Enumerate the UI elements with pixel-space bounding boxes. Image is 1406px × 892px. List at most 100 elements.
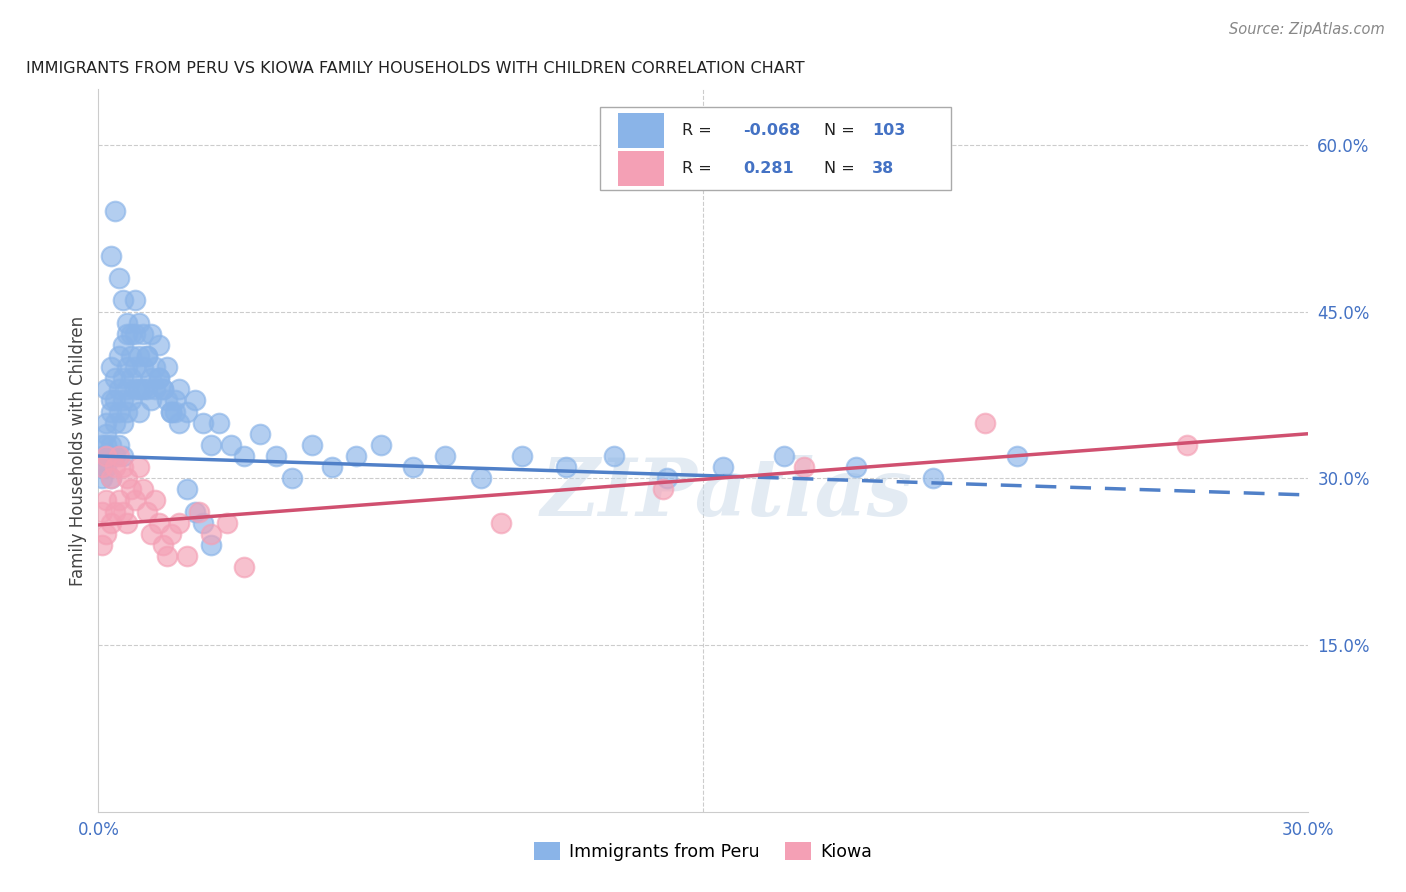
Point [91,438,114,452]
Text: 0.281: 0.281 [742,161,793,177]
Point [160,526,183,541]
Point [510,449,533,463]
Point [115,326,138,341]
Point [152,382,174,396]
Y-axis label: Family Households with Children: Family Households with Children [69,316,87,585]
Point [193,516,215,530]
Point [124,293,146,308]
Point [208,416,231,430]
Point [107,404,129,418]
Point [148,371,170,385]
Point [111,416,134,430]
Point [107,438,129,452]
Text: R =: R = [682,123,717,138]
Point [434,449,457,463]
Point [772,449,794,463]
Legend: Immigrants from Peru, Kiowa: Immigrants from Peru, Kiowa [527,836,879,868]
Point [281,471,304,485]
Point [128,382,150,396]
Point [128,349,150,363]
Point [132,326,155,341]
Point [91,538,114,552]
Point [103,393,125,408]
Point [91,449,114,463]
Point [111,393,134,408]
Point [103,371,125,385]
Point [111,338,134,352]
Point [148,516,170,530]
Point [96,449,118,463]
Point [115,316,138,330]
Point [91,505,114,519]
Point [96,449,118,463]
Point [193,416,215,430]
Point [124,493,146,508]
Point [1175,438,1198,452]
Point [100,438,122,452]
Point [100,393,122,408]
Point [370,438,392,452]
Point [188,505,211,519]
Point [156,393,179,408]
Point [139,526,162,541]
Point [124,360,146,375]
Point [107,271,129,285]
Point [402,460,425,475]
Point [107,382,129,396]
Point [100,360,122,375]
Point [120,393,142,408]
Point [163,393,186,408]
Point [491,516,513,530]
Point [163,404,186,418]
Text: 103: 103 [872,123,905,138]
Point [232,560,254,574]
Point [111,505,134,519]
Point [135,505,157,519]
Point [139,326,162,341]
Point [148,338,170,352]
Point [120,371,142,385]
Text: 38: 38 [872,161,894,177]
Point [132,483,155,497]
Point [111,460,134,475]
Point [139,371,162,385]
Point [135,349,157,363]
Point [603,449,626,463]
Point [156,360,179,375]
Point [200,538,222,552]
Text: ZIPatlas: ZIPatlas [541,455,914,533]
Point [103,460,125,475]
Point [232,449,254,463]
Point [921,471,943,485]
Point [132,360,155,375]
Point [91,460,114,475]
Text: IMMIGRANTS FROM PERU VS KIOWA FAMILY HOUSEHOLDS WITH CHILDREN CORRELATION CHART: IMMIGRANTS FROM PERU VS KIOWA FAMILY HOU… [25,61,804,76]
Point [124,326,146,341]
Point [100,471,122,485]
Point [176,549,198,563]
FancyBboxPatch shape [619,152,664,186]
Text: -0.068: -0.068 [742,123,800,138]
Point [167,416,190,430]
Point [107,493,129,508]
Point [160,404,183,418]
Point [120,349,142,363]
Point [555,460,578,475]
Point [200,438,222,452]
Point [132,382,155,396]
Point [120,326,142,341]
Point [655,471,678,485]
Point [91,460,114,475]
Point [115,471,138,485]
Point [184,505,207,519]
Point [115,404,138,418]
Point [711,460,734,475]
Point [156,549,179,563]
Point [120,483,142,497]
Point [111,293,134,308]
Point [100,404,122,418]
Point [167,382,190,396]
Point [651,483,673,497]
Point [148,371,170,385]
Point [111,371,134,385]
